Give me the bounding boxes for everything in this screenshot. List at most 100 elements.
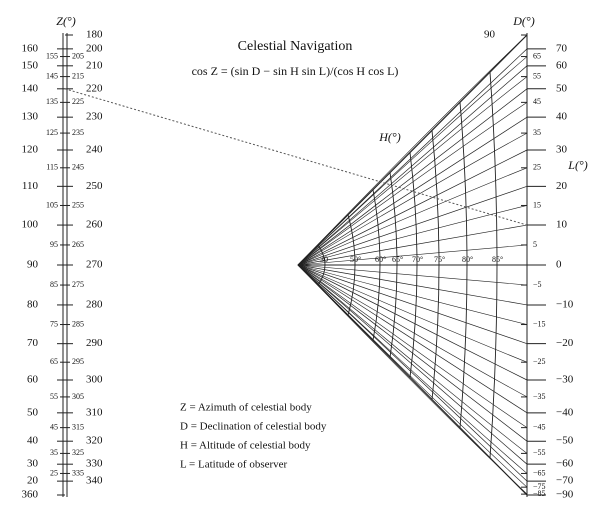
fan-line [297, 149, 528, 266]
d-axis-title: D(°) [512, 14, 534, 28]
z-tick-label: 35 [50, 448, 58, 457]
d-tick-label: 55 [533, 71, 541, 80]
z-axis-title: Z(°) [56, 14, 75, 28]
z-tick-label: 180 [86, 29, 103, 41]
fan-line [297, 186, 528, 266]
fan-curve [297, 264, 528, 398]
d-tick-label: −15 [533, 319, 546, 328]
z-tick-label: 265 [72, 240, 84, 249]
l-tick-label: 30 [556, 144, 568, 156]
fan-curve [297, 264, 528, 286]
formula: cos Z = (sin D − sin H sin L)/(cos H cos… [192, 64, 399, 78]
h-curve [389, 172, 398, 358]
z-tick-label: 65 [50, 357, 58, 366]
l-tick-label: −40 [556, 406, 574, 418]
fan-curve [297, 34, 528, 266]
d-tick-label: 5 [533, 240, 537, 249]
l-tick-label: −10 [556, 298, 574, 310]
fan-curve [297, 205, 528, 266]
h-curve [409, 152, 418, 378]
z-tick-label: 335 [72, 468, 84, 477]
z-tick-label: 95 [50, 240, 58, 249]
h-label: 60° [375, 255, 386, 264]
z-tick-label: 160 [22, 42, 39, 54]
fan-line [297, 224, 528, 266]
h-label: 70° [412, 255, 423, 264]
z-tick-label: 285 [72, 319, 84, 328]
triangle-edge [297, 34, 528, 266]
fan-line [297, 264, 528, 465]
l-tick-label: −50 [556, 435, 574, 447]
d-tick-label: −85 [533, 489, 546, 498]
z-tick-label: 310 [86, 406, 103, 418]
z-tick-label: 280 [86, 298, 103, 310]
z-tick-label: 100 [22, 219, 39, 231]
z-tick-label: 215 [72, 71, 84, 80]
fan-curve [297, 56, 528, 266]
fan-line [297, 65, 528, 266]
z-tick-label: 90 [27, 259, 39, 271]
fan-curve [297, 132, 528, 266]
legend-item: L = Latitude of observer [180, 459, 288, 471]
z-tick-label: 50 [27, 406, 39, 418]
h-curve [489, 72, 498, 458]
fan-curve [297, 264, 528, 363]
d-tick-label: −55 [533, 448, 546, 457]
d-tick-label: 90 [484, 29, 496, 41]
z-tick-label: 40 [27, 435, 39, 447]
d-tick-label: −65 [533, 468, 546, 477]
fan-curve [297, 167, 528, 266]
legend-item: Z = Azimuth of celestial body [180, 402, 312, 414]
d-tick-label: −75 [533, 482, 546, 491]
fan-curve [297, 264, 528, 454]
z-tick-label: 85 [50, 280, 58, 289]
z-tick-label: 135 [46, 97, 58, 106]
z-tick-label: 55 [50, 392, 58, 401]
d-tick-label: 25 [533, 163, 541, 172]
h-axis-title: H(°) [378, 130, 400, 144]
d-tick-label: −35 [533, 392, 546, 401]
l-tick-label: 60 [556, 59, 568, 71]
z-tick-label: 60 [27, 374, 39, 386]
z-tick-label: 340 [86, 475, 103, 487]
fan-curve [297, 264, 528, 488]
d-tick-label: −45 [533, 422, 546, 431]
z-tick-label: 155 [46, 51, 58, 60]
z-tick-label: 300 [86, 374, 103, 386]
h-curve [459, 102, 468, 428]
z-tick-label: 260 [86, 219, 103, 231]
z-tick-label: 275 [72, 280, 84, 289]
z-tick-label: 70 [27, 337, 39, 349]
l-tick-label: −20 [556, 337, 574, 349]
triangle-edge [297, 264, 528, 496]
z-tick-label: 210 [86, 59, 103, 71]
z-tick-label: 125 [46, 128, 58, 137]
fan-curve [297, 264, 528, 474]
z-tick-label: 315 [72, 422, 84, 431]
z-tick-label: 115 [46, 163, 58, 172]
z-tick-label: 45 [50, 422, 58, 431]
l-tick-label: 0 [556, 259, 562, 271]
h-label: 30 [320, 255, 328, 264]
h-label: 50° [350, 255, 361, 264]
h-curve [347, 214, 356, 316]
z-tick-label: 20 [27, 475, 39, 487]
l-tick-label: 40 [556, 111, 568, 123]
example-line [64, 88, 528, 226]
d-tick-label: 15 [533, 200, 541, 209]
z-tick-label: 240 [86, 144, 103, 156]
z-tick-label: 120 [22, 144, 39, 156]
z-tick-label: 200 [86, 42, 103, 54]
z-tick-label: 105 [46, 200, 58, 209]
z-tick-label: 290 [86, 337, 103, 349]
z-tick-label: 230 [86, 111, 103, 123]
z-tick-label: 75 [50, 319, 58, 328]
l-tick-label: −30 [556, 374, 574, 386]
z-tick-label: 305 [72, 392, 84, 401]
z-tick-label: 30 [27, 458, 39, 470]
d-tick-label: −5 [533, 280, 542, 289]
h-curve [317, 244, 326, 286]
h-curve [431, 130, 440, 400]
h-label: 80° [462, 255, 473, 264]
